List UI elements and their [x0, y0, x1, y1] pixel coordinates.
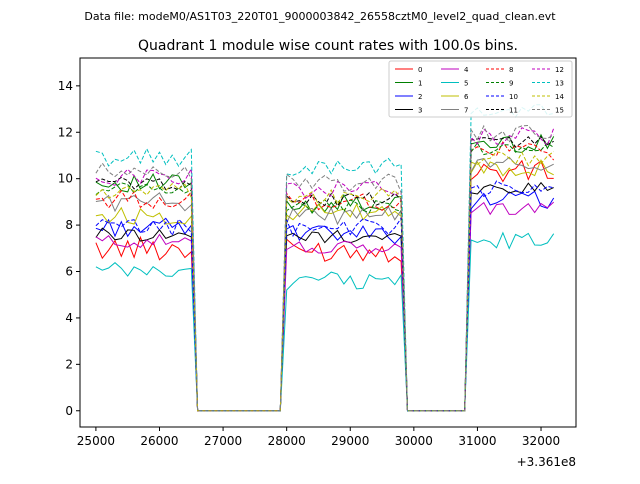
y-tick-label: 6 — [65, 265, 73, 279]
x-offset-label: +3.361e8 — [517, 455, 576, 469]
x-tick-label: 32000 — [522, 434, 560, 448]
series-layer — [95, 104, 555, 412]
y-tick-label: 14 — [58, 79, 73, 93]
legend-label-8: 8 — [509, 66, 513, 74]
y-tick-label: 2 — [65, 357, 73, 371]
legend-label-9: 9 — [509, 80, 513, 88]
series-line-5 — [95, 231, 555, 412]
legend-label-11: 11 — [509, 107, 518, 115]
chart-suptitle: Data file: modeM0/AS1T03_220T01_90000038… — [84, 10, 556, 23]
legend-label-2: 2 — [418, 93, 422, 101]
legend-label-1: 1 — [418, 80, 422, 88]
y-tick-label: 8 — [65, 218, 73, 232]
series-line-4 — [95, 201, 555, 412]
series-line-10 — [95, 180, 554, 412]
y-tick-label: 0 — [65, 404, 73, 418]
axes-layer: 25000 26000 27000 28000 29000 30000 31000 32000… — [58, 79, 560, 448]
y-tick-label: 12 — [58, 125, 73, 139]
legend-label-15: 15 — [555, 107, 564, 115]
legend-label-5: 5 — [464, 80, 468, 88]
legend-label-7: 7 — [464, 107, 468, 115]
series-line-6 — [95, 159, 554, 412]
chart-title: Quadrant 1 module wise count rates with … — [138, 38, 518, 54]
legend-label-4: 4 — [464, 66, 469, 74]
legend-label-13: 13 — [555, 80, 564, 88]
legend-label-3: 3 — [418, 107, 422, 115]
x-tick-label: 31000 — [458, 434, 496, 448]
y-tick-label: 4 — [65, 311, 73, 325]
series-line-0 — [95, 159, 554, 412]
x-tick-label: 26000 — [140, 434, 178, 448]
x-tick-label: 30000 — [395, 434, 433, 448]
legend-frame — [388, 60, 573, 118]
x-tick-label: 27000 — [204, 434, 242, 448]
x-tick-label: 28000 — [268, 434, 306, 448]
x-tick-label: 25000 — [77, 434, 115, 448]
y-tick-label: 10 — [58, 172, 73, 186]
legend-label-0: 0 — [418, 66, 422, 74]
series-line-1 — [95, 133, 555, 412]
series-line-14 — [95, 151, 554, 412]
series-line-12 — [95, 127, 555, 412]
series-line-15 — [95, 124, 554, 412]
legend-label-14: 14 — [555, 93, 564, 101]
series-line-7 — [95, 156, 554, 412]
series-line-3 — [95, 181, 554, 412]
legend-label-6: 6 — [464, 93, 469, 101]
x-tick-label: 29000 — [331, 434, 369, 448]
legend-label-10: 10 — [509, 93, 518, 101]
legend-label-12: 12 — [555, 66, 564, 74]
plot-frame — [79, 57, 577, 428]
